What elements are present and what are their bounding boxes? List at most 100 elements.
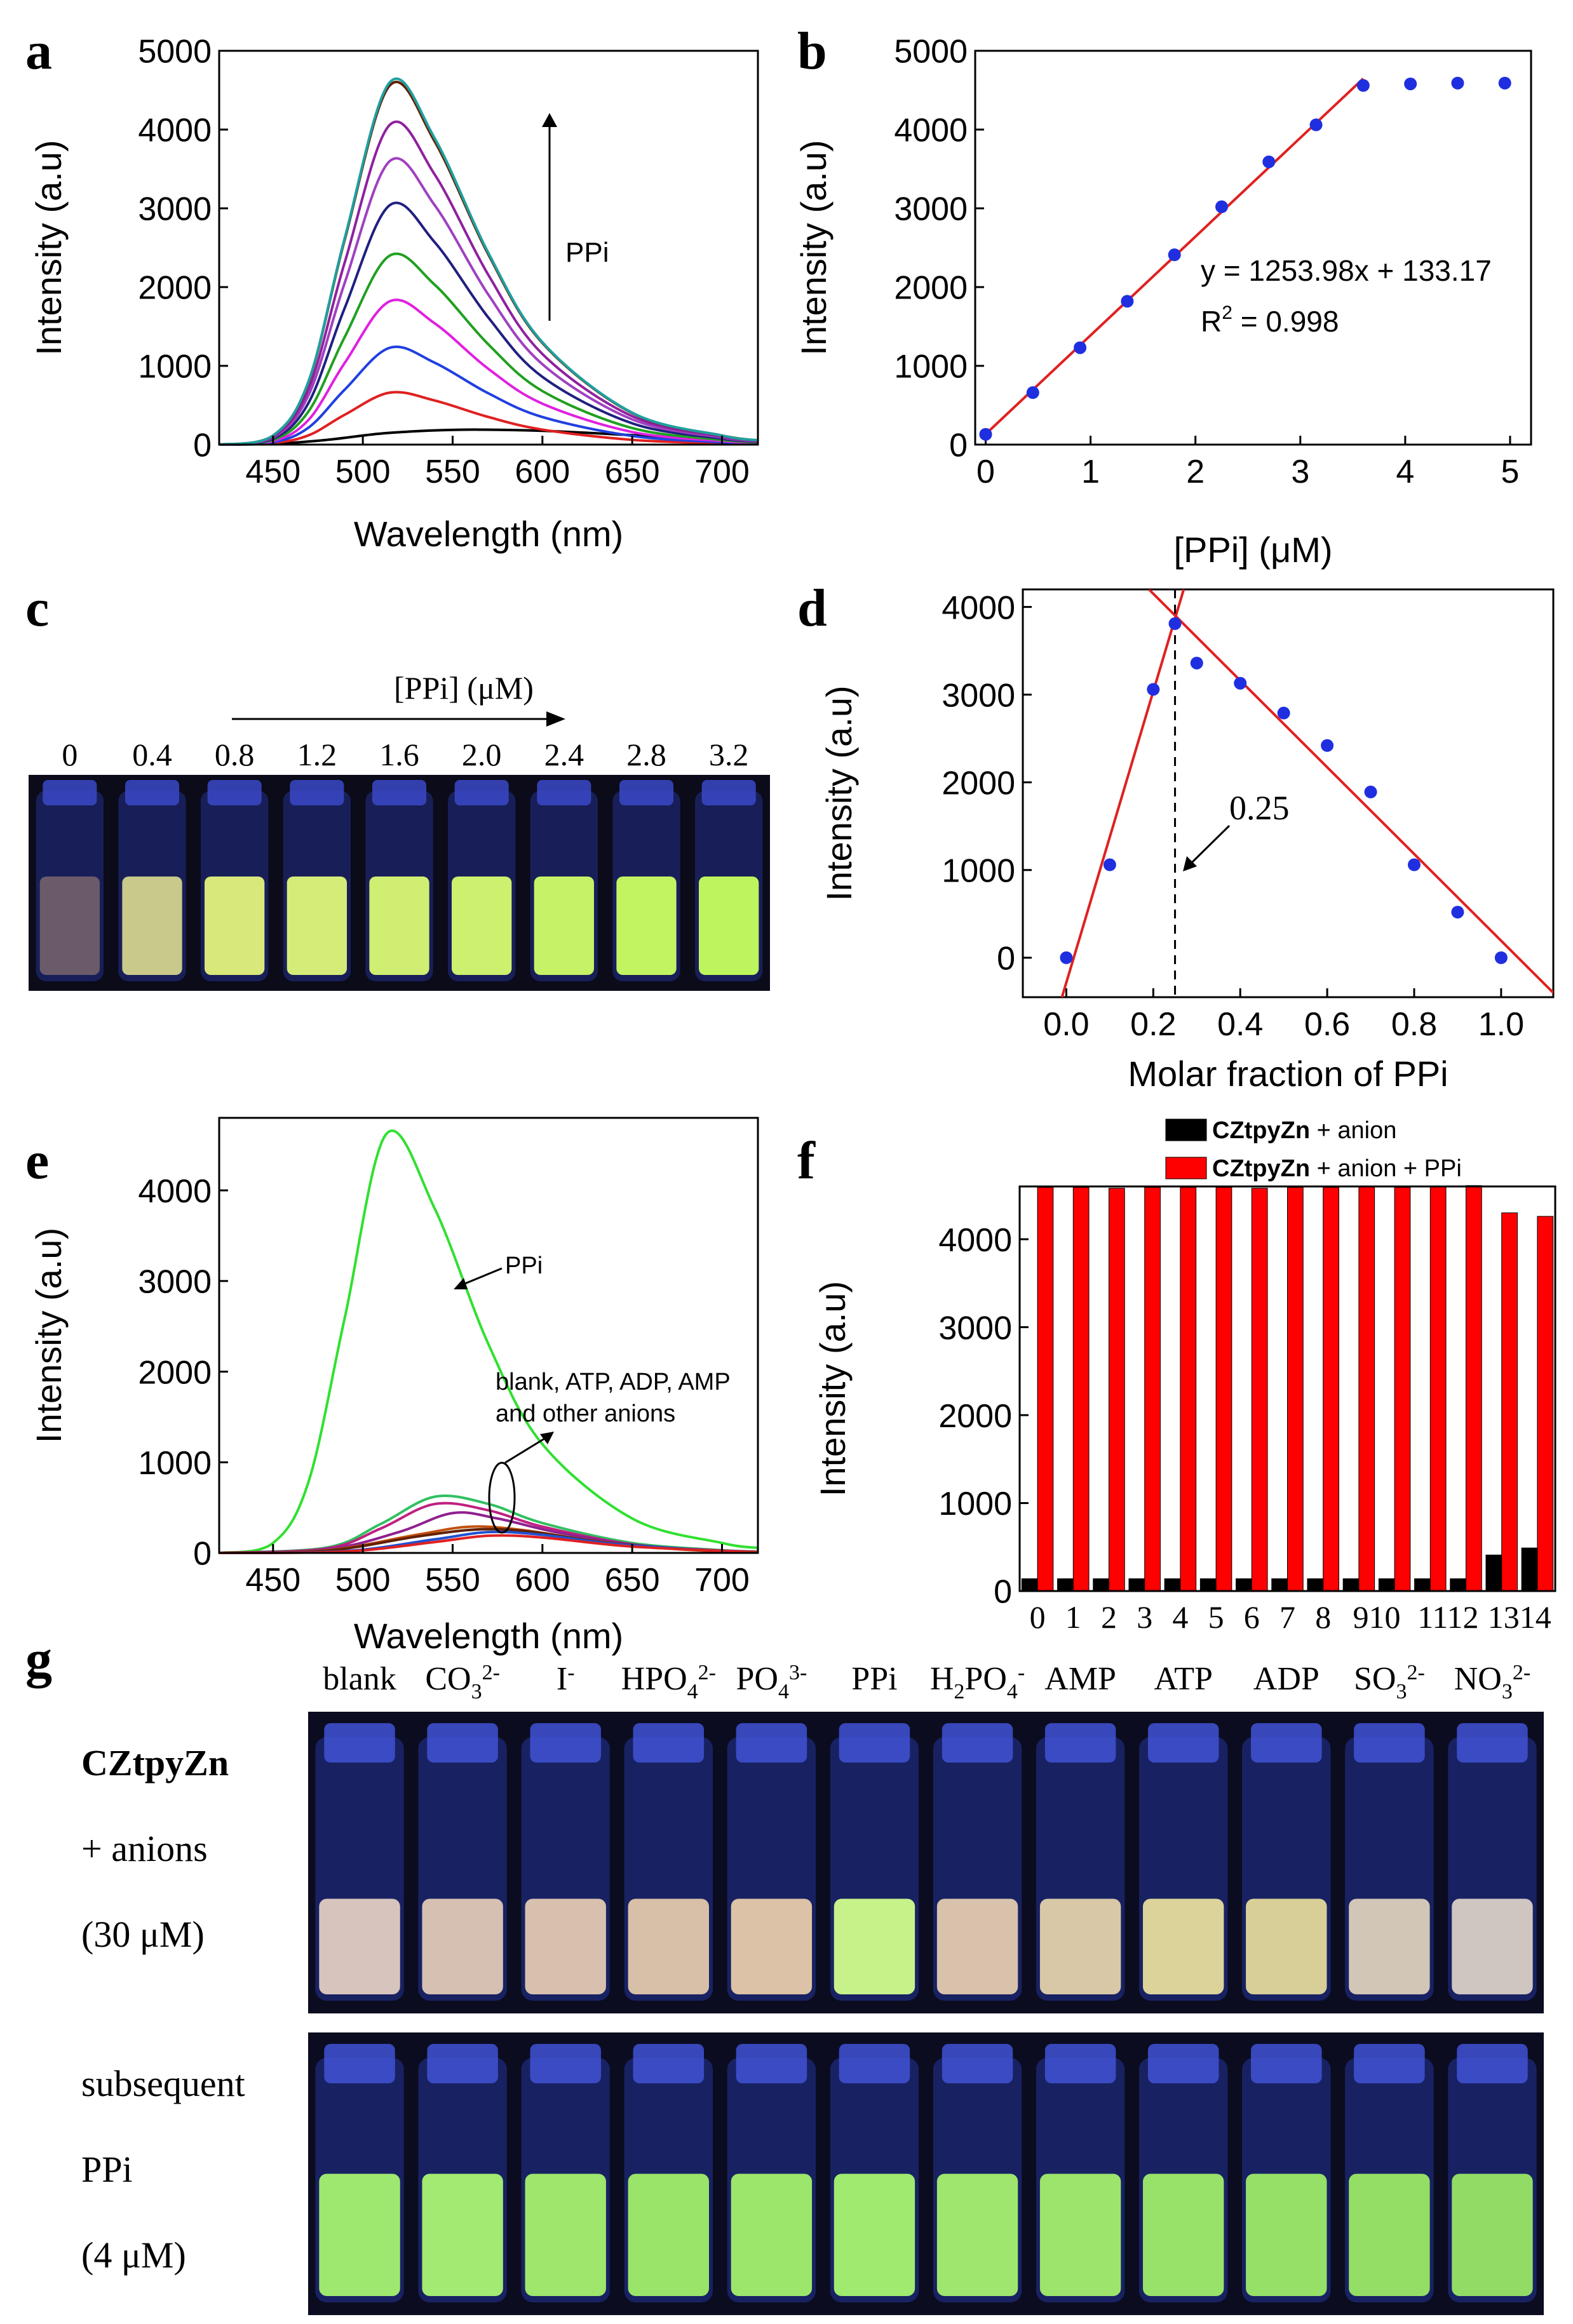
panel-g-vial-cap	[1044, 2044, 1116, 2083]
panel-g-row1-side-label: (30 μM)	[81, 1914, 205, 1955]
panel-g-row2-vial	[1139, 2044, 1228, 2302]
chart-f-bar-red	[1358, 1186, 1375, 1592]
chart-b-data-point	[1262, 155, 1276, 168]
panel-letter-f: f	[797, 1131, 816, 1190]
panel-g-vial-cap	[427, 2044, 498, 2083]
chart-e-y-tick-label: 4000	[138, 1173, 212, 1210]
panel-c-vial-cap	[701, 780, 756, 805]
chart-b-r-squared: R2 = 0.998	[1201, 302, 1339, 338]
panel-g-vial-cap	[1147, 1723, 1219, 1763]
chart-a-y-tick-label: 0	[193, 427, 212, 464]
panel-g-vial-cap	[1044, 1723, 1116, 1763]
chart-f-bar-red	[1501, 1212, 1518, 1592]
chart-f-legend-label: CZtpyZn + anion + PPi	[1212, 1155, 1462, 1182]
chart-f-y-tick-label: 2000	[938, 1398, 1012, 1435]
chart-f-legend-swatch	[1165, 1118, 1207, 1141]
panel-c-vial-cap	[537, 780, 591, 805]
chart-e-plot-frame	[218, 1117, 759, 1554]
chart-f-bar-black	[1307, 1578, 1324, 1592]
panel-g-vial-cap	[1457, 2044, 1528, 2083]
panel-g-vial-liquid	[731, 2173, 813, 2296]
panel-c-vial-cap	[290, 780, 344, 805]
chart-a-arrow-head	[542, 113, 557, 127]
chart-e-x-tick-label: 450	[245, 1562, 300, 1599]
chart-e-others-arrow	[504, 1435, 548, 1464]
chart-a-x-tick-label: 700	[694, 453, 750, 490]
chart-f-x-tick-label: 2	[1101, 1599, 1117, 1635]
chart-b-y-tick-label: 1000	[894, 349, 968, 386]
chart-a-series-line-1	[219, 391, 759, 446]
panel-g-row1-vial	[1345, 1723, 1434, 2001]
panel-g-vial-cap	[427, 1723, 498, 1763]
chart-b-plot-frame	[974, 50, 1532, 446]
chart-d-y-tick-label: 2000	[942, 765, 1015, 802]
panel-g-row1-vial	[727, 1723, 816, 2001]
panel-g-anion-label: I-	[557, 1661, 575, 1697]
panel-g-anion-label: AMP	[1044, 1661, 1116, 1697]
chart-b-data-point	[1121, 295, 1134, 308]
panel-c-concentration-label: 1.2	[297, 737, 337, 772]
panel-g-vial-cap	[1354, 2044, 1425, 2083]
panel-letter-b: b	[797, 22, 827, 81]
panel-c-vial-cap	[43, 780, 97, 805]
chart-f-bar-red	[1144, 1186, 1161, 1592]
chart-d-plot-frame	[1022, 588, 1555, 998]
chart-d-x-tick-label: 0.2	[1130, 1006, 1176, 1043]
panel-c-concentration-label: 1.6	[379, 737, 419, 772]
panel-g-anion-label: PPi	[851, 1661, 897, 1697]
panel-g-row2-vial	[1036, 2044, 1125, 2302]
chart-b-data-point	[979, 427, 992, 441]
chart-b-y-tick-label: 0	[949, 427, 968, 464]
chart-f-bar-black	[1057, 1578, 1074, 1592]
chart-e-y-tick-label: 1000	[138, 1445, 212, 1482]
panel-c-vial-cap	[454, 780, 509, 805]
panel-g-anion-label: blank	[323, 1661, 396, 1697]
chart-f-bar-red	[1394, 1186, 1411, 1592]
chart-f-plot-frame	[1018, 1185, 1556, 1592]
panel-g-row1-vial	[315, 1723, 404, 2001]
chart-d-x-tick-label: 0.8	[1391, 1006, 1437, 1043]
panel-g-anion-label: NO32-	[1454, 1661, 1530, 1703]
chart-b-x-tick-label: 1	[1081, 453, 1100, 490]
chart-d-x-tick-label: 0.4	[1217, 1006, 1263, 1043]
chart-e-others-arrow-head	[540, 1432, 554, 1444]
panel-g-row1-vial	[830, 1723, 919, 2001]
chart-e-selectivity-spectra: 450 500 550 600 650 700 0 1000 2000 3000 4000 Wavel…	[29, 1117, 759, 1656]
panel-g-vial-cap	[839, 2044, 910, 2083]
panel-g-anion-label: HPO42-	[621, 1661, 716, 1703]
panel-c-vial-liquid	[287, 877, 347, 975]
chart-d-annotation-arrow-head	[1183, 856, 1197, 871]
panel-c-vial-liquid	[534, 877, 594, 975]
chart-e-highlight-ellipse	[488, 1461, 516, 1534]
chart-f-bar-black	[1450, 1578, 1466, 1592]
chart-f-bar-black	[1342, 1578, 1360, 1592]
panel-g-row1-vial	[933, 1723, 1022, 2001]
panel-letter-g: g	[25, 1630, 52, 1689]
panel-g-vial-liquid	[525, 1898, 606, 1994]
panel-g-vial-cap	[530, 2044, 601, 2083]
panel-g-vial-cap	[324, 2044, 395, 2083]
chart-b-x-tick-label: 2	[1186, 453, 1205, 490]
chart-e-y-tick-label: 0	[193, 1536, 212, 1573]
chart-f-bar-red	[1072, 1186, 1090, 1592]
panel-c-vial	[365, 780, 433, 981]
panel-g-vial-liquid	[1246, 1898, 1327, 1994]
chart-f-x-tick-label: 4	[1172, 1599, 1188, 1635]
chart-f-bar-red	[1537, 1216, 1554, 1592]
panel-g-row2-side-label: PPi	[81, 2149, 133, 2190]
chart-f-x-tick-label: 7	[1279, 1599, 1295, 1635]
chart-f-y-tick-label: 3000	[938, 1310, 1012, 1347]
panel-c-axis-title: [PPi] (μM)	[394, 670, 534, 706]
panel-g-row1-vial	[418, 1723, 507, 2001]
panel-g-vial-liquid	[1452, 1898, 1533, 1994]
chart-b-y-tick-label: 4000	[894, 112, 968, 149]
panel-g-vial-cap	[942, 2044, 1013, 2083]
chart-f-bar-black	[1414, 1578, 1431, 1592]
chart-e-y-tick-label: 3000	[138, 1264, 212, 1301]
panel-g-anion-label: ATP	[1154, 1661, 1212, 1697]
chart-d-y-axis-label: Intensity (a.u)	[819, 685, 859, 901]
panel-c-vial-liquid	[452, 877, 512, 975]
chart-a-x-axis-label: Wavelength (nm)	[354, 514, 623, 554]
chart-a-series-line-8	[219, 81, 759, 446]
chart-f-x-tick-label: 5	[1208, 1599, 1224, 1635]
